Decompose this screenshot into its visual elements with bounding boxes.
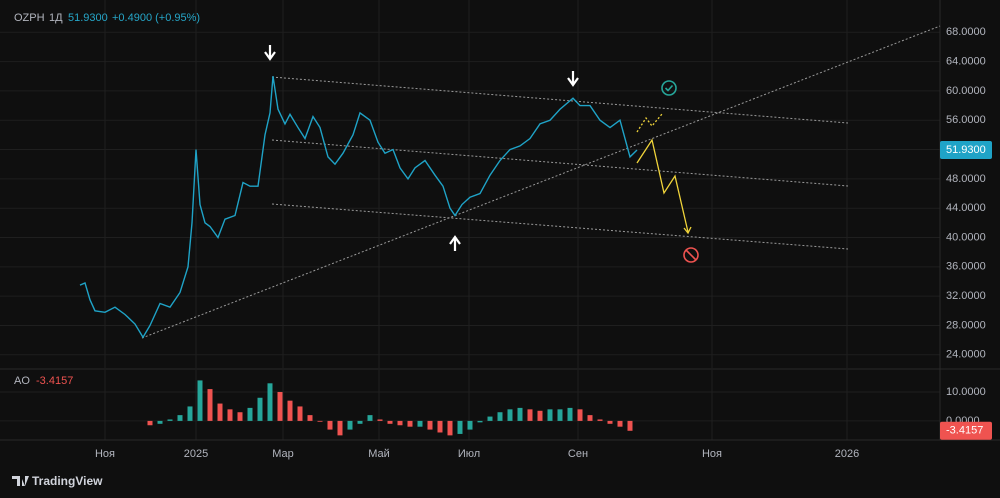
y-tick-label: 60.0000 [946, 85, 986, 97]
ao-bar [207, 389, 213, 421]
ao-bar [597, 419, 603, 421]
check-icon [661, 80, 677, 96]
ao-bar [507, 409, 513, 421]
y-tick-label: 24.0000 [946, 349, 986, 361]
ao-bar [217, 403, 223, 421]
ao-bar [377, 419, 383, 421]
x-tick-label: 2026 [835, 448, 859, 460]
ao-bar [187, 406, 193, 421]
stop-icon [683, 247, 699, 263]
ao-bar [297, 406, 303, 421]
stop-slash [685, 249, 697, 261]
ao-bar [157, 420, 163, 424]
forecast-down [636, 138, 689, 233]
ao-bar [257, 397, 263, 421]
symbol: OZPH [14, 12, 45, 24]
ao-bar [327, 420, 333, 430]
x-tick-label: Ноя [95, 448, 115, 460]
ao-bar [517, 407, 523, 421]
ao-bar [337, 420, 343, 436]
ao-bar [487, 416, 493, 421]
ao-bar [557, 409, 563, 421]
ao-bar [407, 420, 413, 427]
ao-bar [147, 420, 153, 426]
ao-bar [547, 409, 553, 421]
x-tick-label: Сен [568, 448, 588, 460]
ao-bar [617, 420, 623, 427]
x-tick-label: Май [368, 448, 390, 460]
y-tick-label: 48.0000 [946, 173, 986, 185]
ao-bar [527, 409, 533, 421]
ao-bar [467, 420, 473, 430]
ao-bar [267, 383, 273, 421]
x-tick-label: Мар [272, 448, 294, 460]
price-tag-label: 51.9300 [946, 144, 986, 156]
arrow-up [449, 235, 461, 251]
ao-bar [307, 415, 313, 421]
ao-bar [237, 412, 243, 421]
x-tick-label: 2025 [184, 448, 208, 460]
ao-bar [417, 420, 423, 427]
ao-bar [177, 415, 183, 421]
ao-bar [247, 407, 253, 421]
ao-bar [387, 420, 393, 424]
ao-bar [397, 420, 403, 426]
y-tick-label: 32.0000 [946, 290, 986, 302]
footer-logo: TradingView [32, 474, 103, 488]
y-tick-label: 28.0000 [946, 319, 986, 331]
channel-line [271, 139, 849, 187]
ao-bar [427, 420, 433, 430]
ao-bar [277, 391, 283, 421]
arrow-down [567, 71, 579, 87]
ao-bar [537, 410, 543, 421]
ao-bar [457, 420, 463, 434]
drawings [141, 25, 941, 339]
trend-line [141, 25, 941, 339]
ao-bar [497, 412, 503, 421]
y-tick-label: 64.0000 [946, 55, 986, 67]
y-tick-label: 10.0000 [946, 386, 986, 398]
y-tick-label: 56.0000 [946, 114, 986, 126]
ao-bar [167, 419, 173, 421]
last-price: 51.9300 [68, 12, 108, 24]
y-tick-label: 40.0000 [946, 231, 986, 243]
ao-bar [477, 420, 483, 423]
arrow-head [683, 226, 692, 235]
ao-bar [447, 420, 453, 436]
logo-icon [12, 476, 29, 486]
ao-bar [437, 420, 443, 433]
ao-bar [287, 400, 293, 421]
ao-bar [227, 409, 233, 421]
check-mark [664, 84, 674, 92]
channel-line [271, 203, 849, 250]
ao-bar [367, 415, 373, 421]
y-tick-label: 44.0000 [946, 202, 986, 214]
ao-bar [317, 420, 323, 422]
price-tag [940, 141, 992, 160]
ao-bar [577, 409, 583, 421]
ao-bar [627, 420, 633, 431]
ao-bar [567, 407, 573, 421]
x-tick-label: Ноя [702, 448, 722, 460]
ao-name: AO [14, 375, 30, 387]
ao-bar [607, 420, 613, 424]
arrow-down [264, 45, 276, 61]
ao-bar [357, 420, 363, 424]
ao-tag [940, 421, 992, 440]
y-tick-label: 68.0000 [946, 26, 986, 38]
ao-bar [197, 380, 203, 421]
price-change: +0.4900 (+0.95%) [112, 12, 200, 24]
channel-line [271, 76, 849, 124]
ao-tag-label: -3.4157 [946, 425, 983, 437]
y-tick-label: 36.0000 [946, 261, 986, 273]
forecast-up [636, 113, 663, 133]
interval: 1Д [49, 12, 63, 24]
ao-bar [347, 420, 353, 430]
ao-value: -3.4157 [36, 375, 73, 387]
price-line [79, 76, 638, 339]
x-tick-label: Июл [458, 448, 480, 460]
ao-bar [587, 415, 593, 421]
